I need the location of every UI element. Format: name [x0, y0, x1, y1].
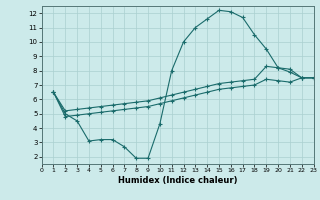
X-axis label: Humidex (Indice chaleur): Humidex (Indice chaleur) [118, 176, 237, 185]
